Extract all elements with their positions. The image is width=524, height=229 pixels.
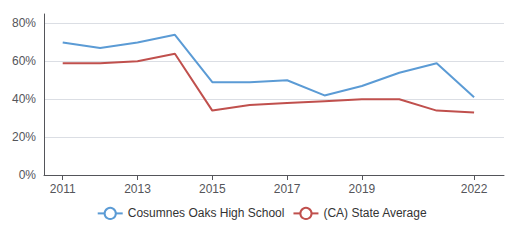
svg-text:2019: 2019: [349, 182, 376, 196]
svg-text:20%: 20%: [12, 130, 36, 144]
svg-text:2013: 2013: [124, 182, 151, 196]
svg-text:(CA) State Average: (CA) State Average: [323, 206, 426, 220]
svg-text:0%: 0%: [19, 168, 37, 182]
svg-text:2017: 2017: [274, 182, 301, 196]
svg-text:60%: 60%: [12, 54, 36, 68]
svg-text:2015: 2015: [199, 182, 226, 196]
svg-text:Cosumnes Oaks High School: Cosumnes Oaks High School: [128, 206, 285, 220]
svg-text:80%: 80%: [12, 16, 36, 30]
svg-text:2022: 2022: [461, 182, 488, 196]
svg-text:40%: 40%: [12, 92, 36, 106]
svg-text:2011: 2011: [50, 182, 76, 196]
